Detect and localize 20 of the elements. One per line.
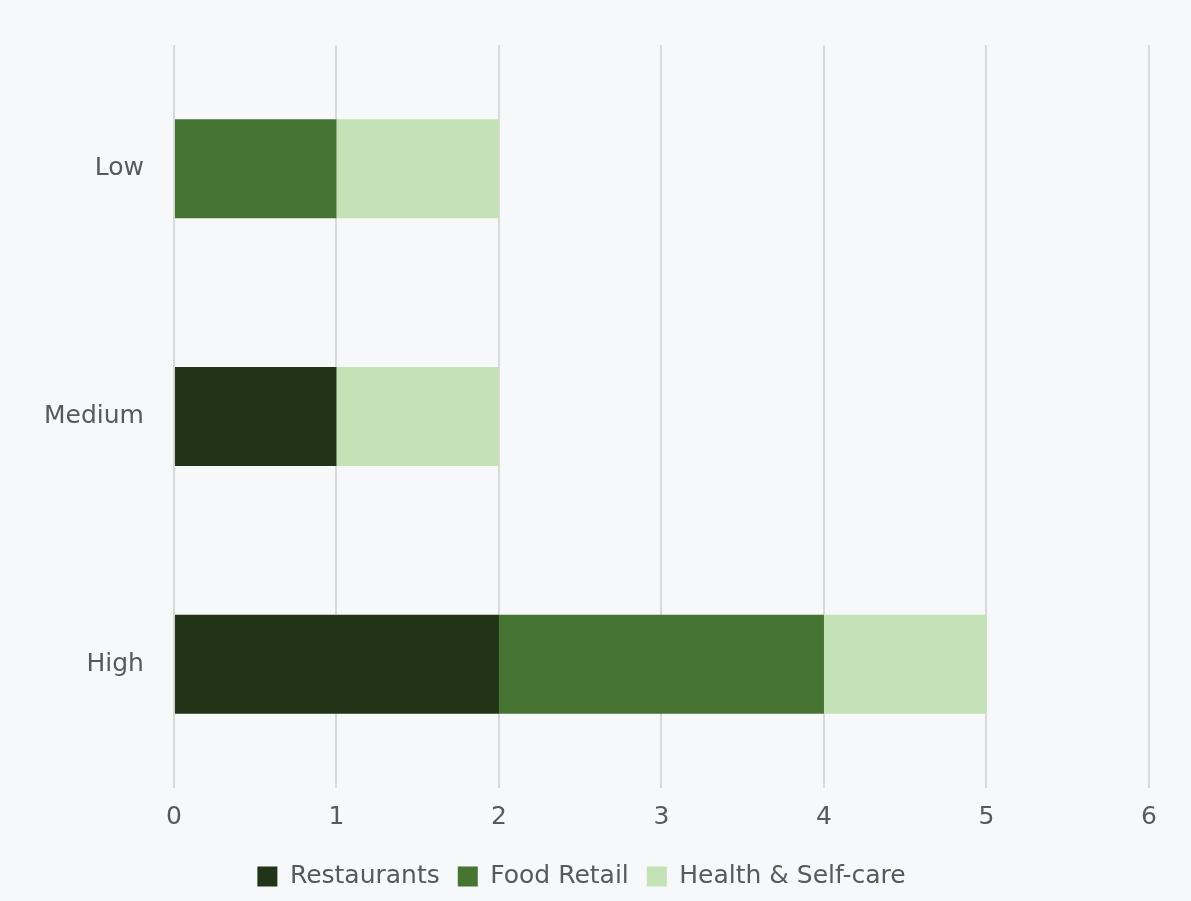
y-tick-label: Low xyxy=(94,152,144,182)
x-tick-label: 1 xyxy=(328,800,345,830)
x-tick-label: 5 xyxy=(978,800,995,830)
x-tick-label: 6 xyxy=(1141,800,1157,830)
y-tick-label: High xyxy=(86,647,144,677)
x-tick-label: 3 xyxy=(653,800,670,830)
legend-label: Health & Self-care xyxy=(679,860,906,889)
legend-label: Food Retail xyxy=(490,860,629,889)
bar xyxy=(336,119,499,219)
legend-label: Restaurants xyxy=(289,860,440,889)
bar xyxy=(174,614,499,714)
x-tick-label: 4 xyxy=(816,800,832,830)
bar xyxy=(336,366,499,467)
bar xyxy=(174,119,337,219)
bar xyxy=(823,614,987,714)
bar xyxy=(498,614,824,714)
x-tick-label: 0 xyxy=(166,800,182,830)
x-tick-label: 2 xyxy=(491,800,507,830)
y-tick-label: Medium xyxy=(43,400,144,429)
bar xyxy=(174,366,337,467)
